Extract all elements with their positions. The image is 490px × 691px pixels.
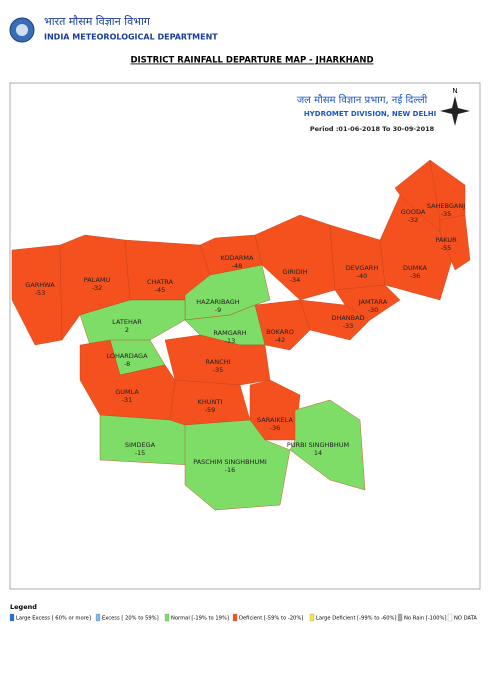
district-name: GIRIDIH bbox=[282, 268, 307, 276]
district-name: GOODA bbox=[401, 208, 426, 216]
district-name: DUMKA bbox=[403, 264, 428, 272]
compass-label: N bbox=[452, 87, 457, 95]
district-area bbox=[99, 414, 191, 466]
legend-swatch bbox=[164, 613, 170, 622]
district-name: SARAIKELA bbox=[257, 416, 293, 424]
district-value: -30 bbox=[368, 306, 379, 314]
legend-label: Excess [ 20% to 59%] bbox=[102, 616, 159, 622]
district-name: PAKUR bbox=[435, 236, 457, 244]
district-name: KODARMA bbox=[221, 254, 254, 262]
district-value: -31 bbox=[122, 396, 133, 404]
district-value: -9 bbox=[215, 306, 221, 314]
legend: Large Excess [ 60% or more] Excess [ 20% … bbox=[9, 613, 477, 622]
district-value: -40 bbox=[357, 272, 368, 280]
district-name: CHATRA bbox=[147, 278, 174, 286]
district-value: -34 bbox=[290, 276, 301, 284]
district-name: BOKARO bbox=[266, 328, 294, 336]
district-value: -45 bbox=[155, 286, 166, 294]
district-name: PASCHIM SINGHBHUMI bbox=[193, 458, 267, 466]
header-title: INDIA METEOROLOGICAL DEPARTMENT bbox=[44, 33, 218, 42]
district-name: DHANBAD bbox=[331, 314, 364, 322]
district-area bbox=[184, 419, 291, 511]
district-name: DEVGARH bbox=[346, 264, 379, 272]
legend-label: Normal [-19% to 19%] bbox=[171, 616, 229, 622]
district-value: -53 bbox=[35, 289, 46, 297]
legend-swatch bbox=[95, 613, 101, 622]
district-name: LATEHAR bbox=[112, 318, 142, 326]
district-value: -15 bbox=[135, 449, 146, 457]
division-name: HYDROMET DIVISION, NEW DELHI bbox=[304, 110, 436, 118]
district-area bbox=[334, 284, 401, 321]
district-value: -32 bbox=[92, 284, 103, 292]
district-value: -35 bbox=[213, 366, 224, 374]
district-name: HAZARIBAGH bbox=[196, 298, 239, 306]
district-name: RANCHI bbox=[206, 358, 231, 366]
district-name: GUMLA bbox=[115, 388, 139, 396]
map: GARHWA-53PALAMU-32CHATRA-45KODARMA-48GIR… bbox=[11, 159, 471, 511]
district-name: JAMTARA bbox=[358, 298, 388, 306]
district-value: -36 bbox=[270, 424, 281, 432]
district-area bbox=[329, 224, 386, 291]
district-name: PALAMU bbox=[84, 276, 111, 284]
legend-label: Large Deficient [-99% to -60%] bbox=[316, 616, 397, 622]
district-value: -16 bbox=[225, 466, 236, 474]
district-area bbox=[11, 244, 63, 346]
legend-label: Deficient [-59% to -20%] bbox=[239, 616, 303, 622]
district-value: -42 bbox=[275, 336, 286, 344]
district-name: RAMGARH bbox=[213, 329, 246, 337]
district-value: -33 bbox=[343, 322, 354, 330]
district-value: -59 bbox=[205, 406, 216, 414]
district-name: LOHARDAGA bbox=[106, 352, 148, 360]
legend-swatch bbox=[397, 613, 403, 622]
compass bbox=[440, 96, 470, 126]
legend-title: Legend bbox=[10, 603, 37, 611]
legend-swatch bbox=[9, 613, 15, 622]
district-value: -32 bbox=[408, 216, 419, 224]
district-name: PURBI SINGHBHUM bbox=[287, 441, 349, 449]
district-area bbox=[289, 399, 366, 491]
district-value: 2 bbox=[125, 326, 129, 334]
district-name: SAHEBGANJ bbox=[427, 202, 465, 210]
division-hindi: जल मौसम विज्ञान प्रभाग, नई दिल्ली bbox=[297, 94, 428, 106]
district-value: -55 bbox=[441, 244, 452, 252]
header-hindi: भारत मौसम विज्ञान विभाग bbox=[44, 15, 151, 28]
period: Period :01-06-2018 To 30-09-2018 bbox=[310, 125, 435, 133]
legend-label: NO DATA bbox=[454, 616, 477, 622]
district-area bbox=[439, 214, 471, 271]
district-value: -35 bbox=[441, 210, 452, 218]
district-name: GARHWA bbox=[25, 281, 55, 289]
legend-swatch bbox=[232, 613, 238, 622]
district-value: 14 bbox=[314, 449, 322, 457]
district-name: KHUNTI bbox=[198, 398, 223, 406]
legend-label: Large Excess [ 60% or more] bbox=[16, 616, 91, 622]
map-frame bbox=[9, 82, 481, 590]
map-title: DISTRICT RAINFALL DEPARTURE MAP - JHARKH… bbox=[130, 56, 373, 66]
district-value: -36 bbox=[410, 272, 421, 280]
district-value: -13 bbox=[225, 337, 236, 345]
legend-swatch bbox=[309, 613, 315, 622]
district-name: SIMDEGA bbox=[125, 441, 156, 449]
district-value: -48 bbox=[232, 262, 243, 270]
legend-label: No Rain [-100%] bbox=[404, 616, 447, 622]
legend-swatch bbox=[447, 613, 453, 622]
logo-inner bbox=[16, 24, 28, 36]
district-value: -8 bbox=[124, 360, 130, 368]
